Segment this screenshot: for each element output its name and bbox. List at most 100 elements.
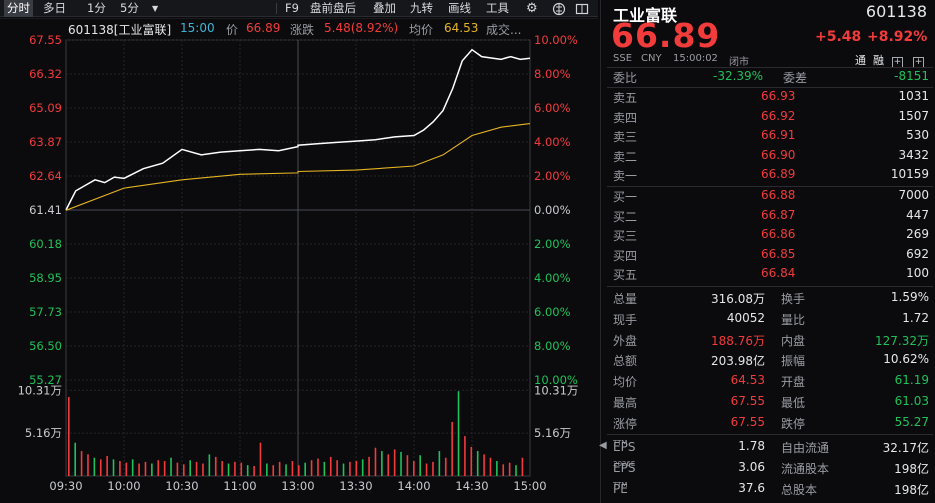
x-tick-label: 11:00: [223, 479, 256, 493]
volume-bar: [323, 461, 326, 476]
stat-value: 61.19: [894, 373, 929, 388]
y-tick-label: 67.55: [29, 33, 62, 47]
bid-volume: 447: [906, 207, 929, 222]
volume-bar: [87, 454, 89, 476]
fundamental-value: 1.78: [738, 439, 765, 453]
y-tick-label: 62.64: [29, 169, 62, 183]
volume-bar: [272, 465, 275, 476]
volume-bar: [521, 457, 524, 476]
bid-volume: 7000: [898, 188, 929, 202]
y-right-tick-label: 8.00%: [534, 339, 571, 353]
stat-row: 总量 316.08万 换手 1.59%: [611, 289, 931, 309]
ask-level-label: 卖一: [613, 169, 638, 184]
y-tick-label: 63.87: [29, 135, 62, 149]
chart-price-label: 价: [226, 23, 239, 37]
brain-icon[interactable]: [552, 0, 566, 17]
y-right-tick-label: 0.00%: [534, 203, 571, 217]
intraday-chart[interactable]: 601138[工业富联] 15:00 价 66.89 涨跌 5.48(8.92%…: [0, 18, 598, 503]
y-right-tick-label: 2.00%: [534, 237, 571, 251]
caret-down-icon[interactable]: ▼: [152, 4, 159, 13]
ask-row: 卖四 66.92 1507: [611, 108, 931, 128]
ask-row: 卖五 66.93 1031: [611, 88, 931, 108]
volume-bar: [425, 463, 428, 476]
fundamental-label: 总股本: [781, 483, 818, 497]
stat-row: 现手 40052 量比 1.72: [611, 310, 931, 330]
ask-row: 卖一 66.89 10159: [611, 166, 931, 186]
quote-time: 15:00:02: [673, 53, 718, 64]
draw-line-button[interactable]: 画线: [448, 1, 471, 15]
ask-price: 66.90: [761, 147, 796, 162]
bid-row: 买四 66.85 692: [611, 246, 931, 266]
settings-icon[interactable]: ⚙: [526, 1, 538, 16]
add-watch-icon[interactable]: +: [892, 57, 903, 68]
x-tick-label: 10:30: [165, 479, 198, 493]
triangle-left-icon[interactable]: ◀: [599, 440, 607, 451]
tab-multi-day[interactable]: 多日: [43, 1, 66, 15]
y-tick-label: 58.95: [29, 271, 62, 285]
nine-turn-button[interactable]: 九转: [410, 1, 433, 15]
bid-row: 买一 66.88 7000: [611, 187, 931, 207]
tab-1min[interactable]: 1分: [87, 1, 106, 15]
volume-bar: [119, 461, 121, 476]
volume-bar: [157, 460, 160, 476]
volume-bar: [470, 446, 473, 476]
volume-bar: [451, 421, 453, 476]
volume-bar: [400, 451, 402, 476]
bid-row: 买三 66.86 269: [611, 226, 931, 246]
tab-intraday[interactable]: 分时: [4, 0, 33, 17]
stat-row: 最高 67.55 最低 61.03: [611, 393, 931, 413]
volume-bar: [227, 463, 230, 476]
stat-value: 1.72: [902, 310, 929, 325]
market-status: 闭市: [729, 57, 749, 68]
premarket-button[interactable]: 盘前盘后: [310, 1, 356, 15]
volume-bar: [291, 461, 294, 476]
fundamental-row: EPS 2026E 3.06 流通股本 198亿: [611, 459, 931, 479]
bid-level-label: 买五: [613, 268, 638, 283]
fundamental-row: PE TTM 37.6 总股本 198亿: [611, 480, 931, 500]
volume-bar: [336, 460, 338, 476]
layout-icon[interactable]: [575, 0, 589, 17]
avg-price-line: [65, 123, 531, 211]
tools-button[interactable]: 工具: [486, 1, 509, 15]
ask-volume: 530: [906, 128, 929, 143]
volume-bar: [355, 461, 358, 476]
stat-label: 开盘: [781, 375, 806, 390]
stat-value: 127.32万: [875, 333, 929, 348]
volume-bar: [387, 454, 390, 476]
stock-change: +5.48: [815, 29, 862, 45]
y-right-tick-label: 10.00%: [534, 373, 578, 387]
stat-label: 最高: [613, 396, 638, 410]
ask-volume: 3432: [898, 147, 929, 162]
ask-level-label: 卖二: [613, 149, 638, 164]
ask-price: 66.89: [761, 167, 796, 182]
margin-badge[interactable]: 融: [873, 54, 884, 67]
volume-right-tick-label: 10.31万: [534, 383, 578, 397]
volume-bar: [202, 463, 204, 476]
overlay-button[interactable]: 叠加: [373, 1, 396, 15]
volume-bar: [189, 460, 191, 476]
stat-label: 最低: [781, 396, 806, 410]
fundamental-row: EPS TTM 1.78 自由流通 32.17亿: [611, 438, 931, 458]
volume-bar: [374, 447, 377, 476]
bid-price: 66.87: [761, 207, 796, 222]
stat-value: 55.27: [894, 414, 929, 429]
volume-bar: [342, 463, 345, 476]
chart-volume-label: 成交...: [486, 23, 522, 37]
volume-bar: [246, 465, 249, 476]
volume-bar: [99, 459, 102, 476]
fundamental-value: 198亿: [894, 483, 929, 497]
add-icon[interactable]: +: [913, 57, 924, 68]
tab-5min[interactable]: 5分: [120, 1, 139, 15]
volume-bar: [144, 461, 147, 476]
y-right-tick-label: 10.00%: [534, 33, 578, 47]
volume-bar: [221, 461, 223, 476]
price-line: [65, 48, 531, 211]
bid-volume: 100: [906, 266, 929, 281]
stock-price: 66.89: [611, 16, 721, 55]
connect-badge[interactable]: 通: [855, 54, 866, 67]
chart-price: 66.89: [246, 21, 281, 35]
volume-bar: [285, 464, 287, 476]
f9-button[interactable]: F9: [285, 1, 299, 15]
fundamental-value: 37.6: [738, 481, 765, 495]
order-diff: -8151: [894, 69, 929, 83]
